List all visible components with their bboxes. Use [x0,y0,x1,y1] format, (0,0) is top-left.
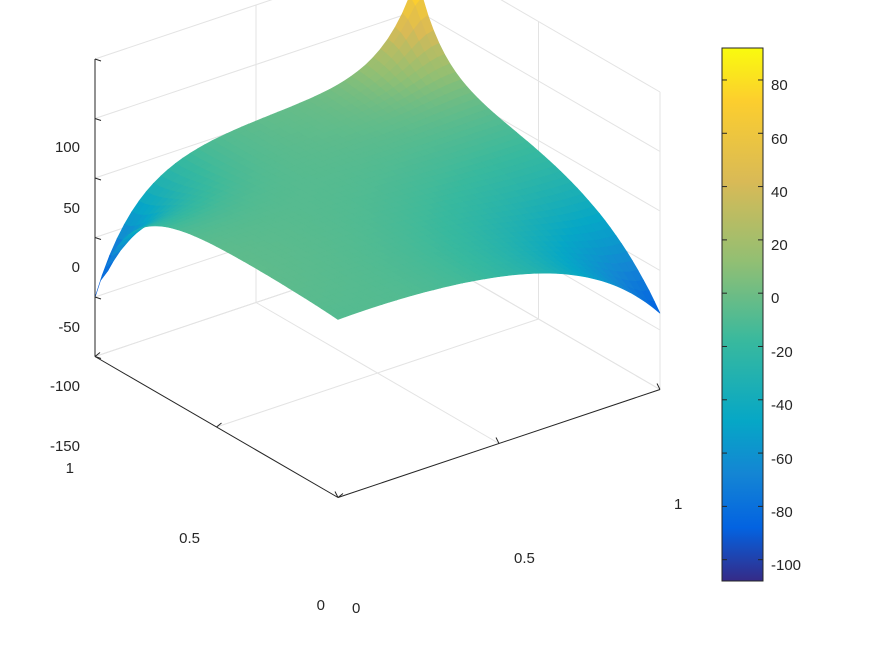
surface-patch [331,313,346,320]
x-tick-label: 0.5 [514,550,535,567]
z-tick-mark [94,118,102,121]
x-tick-mark [495,437,500,444]
z-tick-mark [94,356,102,359]
z-tick-mark [94,237,102,240]
z-tick-mark [94,177,102,181]
colorbar-tick-label: -20 [771,344,793,361]
colorbar-tick-label: 0 [771,290,779,307]
x-tick-label: 1 [674,496,682,513]
y-tick-mark [337,493,344,498]
surface-mesh [94,0,661,320]
x-tick-label: 0 [352,600,360,617]
colorbar-tick-label: -40 [771,397,793,414]
z-tick-mark [94,296,102,300]
z-tick-label: -50 [58,319,80,336]
z-tick-label: -100 [50,378,80,395]
colorbar-tick-label: 40 [771,184,788,201]
colorbar-tick-label: -80 [771,504,793,521]
colorbar-ticks [722,79,763,561]
z-tick-label: -150 [50,438,80,455]
colorbar-tick-label: 20 [771,237,788,254]
z-tick-label: 100 [55,139,80,156]
z-tick-label: 50 [63,200,80,217]
colorbar-tick-label: -100 [771,557,801,574]
y-tick-label: 0 [317,597,325,614]
x-tick-mark [334,491,339,498]
colorbar-tick-label: -60 [771,451,793,468]
colorbar-gradient [721,47,764,582]
z-tick-label: 0 [72,259,80,276]
axes-lines [94,58,661,498]
colorbar-tick-label: 60 [771,131,788,148]
y-axis-ticks: 1 0.5 0 [66,460,325,614]
z-tick-mark [94,58,102,62]
z-axis-ticks: 100 50 0 -50 -100 -150 [50,139,80,455]
x-axis-ticks: 0 0.5 1 [352,496,682,617]
y-tick-mark [216,422,222,428]
colorbar-tick-label: 80 [771,77,788,94]
x-tick-mark [656,383,661,390]
colorbar: 80 60 40 20 0 -20 -40 -60 -80 -100 [721,47,801,582]
y-tick-label: 0.5 [179,530,200,547]
grid-line [216,318,539,428]
y-tick-mark [94,352,101,357]
y-tick-label: 1 [66,460,74,477]
